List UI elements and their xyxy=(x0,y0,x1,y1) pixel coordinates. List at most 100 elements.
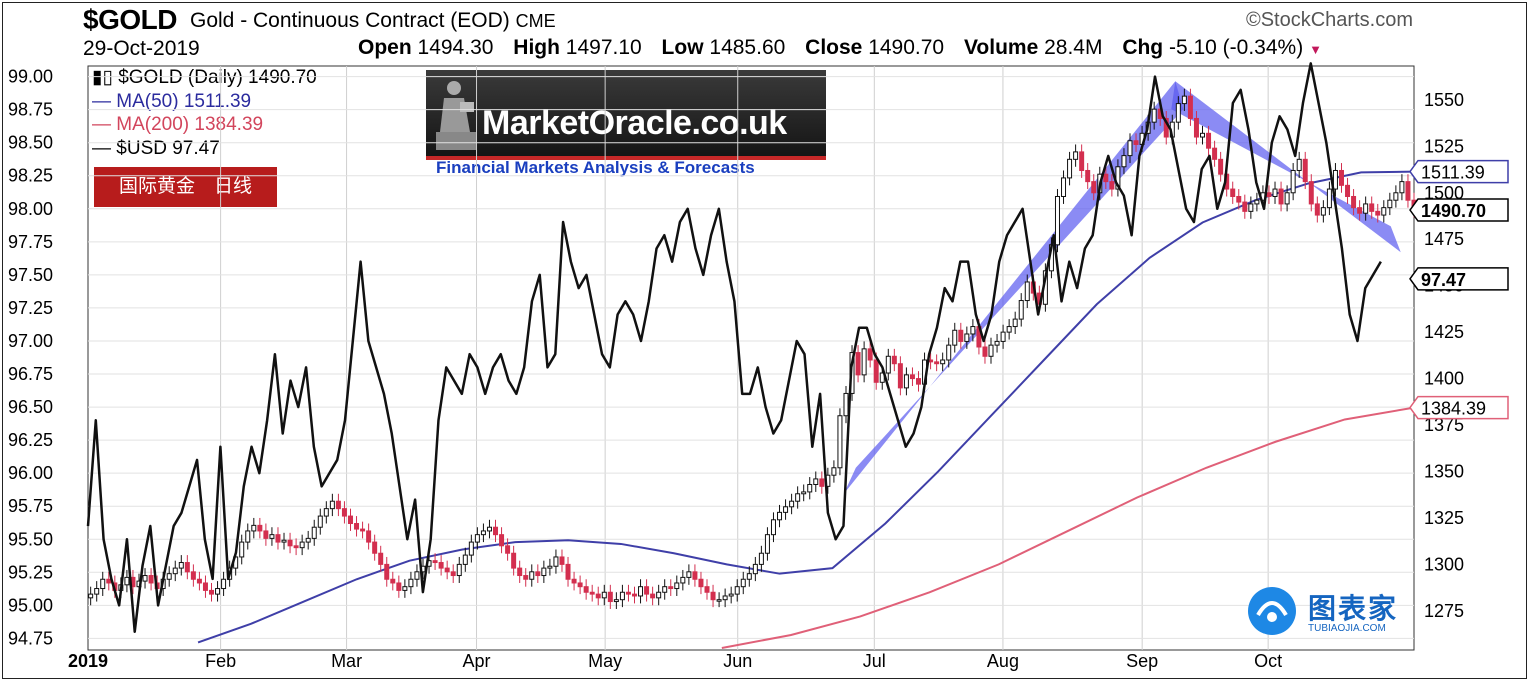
gold-candle-body xyxy=(994,340,1000,346)
source-credit: ©StockCharts.com xyxy=(1245,9,1413,31)
gold-candle-body xyxy=(354,523,360,530)
gold-candle-body xyxy=(704,586,710,593)
gold-candle-body xyxy=(1308,181,1314,205)
gold-candle-body xyxy=(511,552,517,569)
gold-candle-body xyxy=(239,541,245,558)
left-tick-label: 96.50 xyxy=(8,397,53,417)
gold-candle-body xyxy=(740,578,746,588)
gold-candle-body xyxy=(1278,188,1284,205)
gold-candle-body xyxy=(613,599,619,603)
gold-candle-body xyxy=(1067,158,1073,179)
gold-candle-body xyxy=(184,562,190,573)
gold-candle-body xyxy=(1248,203,1254,212)
gold-candle-body xyxy=(432,560,438,564)
gold-candle-body xyxy=(577,582,583,588)
gold-candle-body xyxy=(275,534,281,543)
gold-candle-body xyxy=(1212,147,1218,160)
usd-tag-box xyxy=(1409,267,1509,291)
left-tick-label: 98.25 xyxy=(8,166,53,186)
chart-badge: 国际黄金 日线 xyxy=(94,167,277,207)
chart-name: Gold - Continuous Contract (EOD) CME xyxy=(190,9,556,32)
left-tick-label: 96.00 xyxy=(8,463,53,483)
gold-candle-body xyxy=(311,526,317,539)
gold-candle-body xyxy=(650,593,656,599)
x-tick-label: Apr xyxy=(463,651,491,671)
gold-candle-body xyxy=(982,346,988,357)
gold-candle-body xyxy=(656,591,662,599)
left-tick-label: 99.00 xyxy=(8,67,53,87)
gold-candle-body xyxy=(323,508,329,517)
left-tick-label: 95.25 xyxy=(8,562,53,582)
gold-candle-body xyxy=(1332,169,1338,190)
gold-candle-body xyxy=(1193,117,1199,138)
gold-candle-body xyxy=(662,586,668,593)
gold-candle-body xyxy=(366,530,372,543)
gold-candle-body xyxy=(106,578,112,584)
gold-candle-body xyxy=(909,374,915,380)
gold-candle-body xyxy=(1242,201,1248,212)
left-tick-label: 98.75 xyxy=(8,100,53,120)
gold-candle-body xyxy=(789,500,795,508)
ma200-path xyxy=(721,406,1415,649)
gold-candle-body xyxy=(970,326,976,335)
gold-candle-body xyxy=(964,333,970,342)
gold-candle-body xyxy=(861,348,867,376)
left-tick-label: 96.75 xyxy=(8,364,53,384)
gold-candle-body xyxy=(1073,151,1079,160)
usd-path xyxy=(86,62,1382,634)
gold-candle-body xyxy=(535,571,541,577)
right-tick-label: 1500 xyxy=(1424,183,1464,203)
gold-candle-body xyxy=(372,541,378,554)
gold-candle-body xyxy=(1230,188,1236,197)
gold-tag: 1490.70 xyxy=(1409,198,1509,222)
gold-candle-body xyxy=(408,578,414,588)
gold-candle-body xyxy=(1381,207,1387,216)
gold-candle-body xyxy=(444,567,450,573)
gold-candle-body xyxy=(480,530,486,536)
gold-candle-body xyxy=(1302,158,1308,183)
gold-candle-body xyxy=(317,515,323,528)
gold-candle-body xyxy=(1024,281,1030,302)
gold-candle-body xyxy=(172,567,178,575)
gold-candle-body xyxy=(263,530,269,539)
gold-candle-body xyxy=(1109,181,1115,190)
gold-candle-body xyxy=(716,599,722,602)
banner-subtitle: Financial Markets Analysis & Forecasts xyxy=(436,158,755,177)
gold-candle-body xyxy=(287,539,293,547)
gold-candle-body xyxy=(1187,95,1193,119)
gold-candle-body xyxy=(770,519,776,536)
gold-candle-body xyxy=(1151,108,1157,123)
gold-candle-body xyxy=(692,571,698,580)
x-tick-label: Oct xyxy=(1254,651,1282,671)
gold-candle-body xyxy=(505,545,511,554)
gold-candle-body xyxy=(777,511,783,521)
right-tick-label: 1325 xyxy=(1424,508,1464,528)
gold-candle-body xyxy=(903,374,909,389)
x-tick-label: Jul xyxy=(863,651,886,671)
watermark-logo-icon xyxy=(1248,587,1296,635)
gold-candle-body xyxy=(1296,158,1302,171)
gold-candle-body xyxy=(952,329,958,346)
axes: 2019 Feb Mar Apr May Jun Jul Aug Sep Oct 99.00 98.7… xyxy=(8,67,1464,671)
right-tick-label: 1400 xyxy=(1424,369,1464,389)
gold-candle-body xyxy=(1054,195,1060,246)
gold-candle-body xyxy=(142,575,148,582)
gold-candle-body xyxy=(1326,188,1332,209)
gold-candle-body xyxy=(1091,181,1097,194)
ma200-line xyxy=(721,406,1415,649)
gold-candle-body xyxy=(329,500,335,510)
gold-candle-body xyxy=(1006,326,1012,333)
right-tick-label: 1475 xyxy=(1424,229,1464,249)
gold-candle-body xyxy=(1357,207,1363,214)
gold-candles xyxy=(88,88,1417,609)
gold-candle-body xyxy=(1103,173,1109,183)
gold-candle-body xyxy=(795,493,801,502)
gold-candle-body xyxy=(1236,195,1242,203)
gold-candle-body xyxy=(1387,199,1393,209)
gold-candle-body xyxy=(1363,203,1369,214)
right-tick-label: 1275 xyxy=(1424,601,1464,621)
gold-candle-body xyxy=(631,593,637,597)
usd-tag: 97.47 xyxy=(1409,267,1509,291)
x-tick-label: May xyxy=(588,651,622,671)
